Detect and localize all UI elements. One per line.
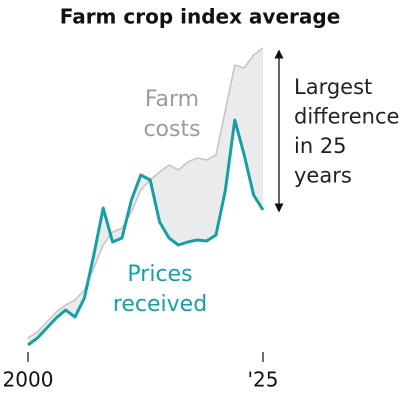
series-label: Farm bbox=[145, 87, 199, 112]
x-tick-label: '25 bbox=[248, 368, 279, 392]
series-label: received bbox=[113, 292, 207, 317]
chart-title: Farm crop index average bbox=[60, 5, 341, 29]
x-tick-label: 2000 bbox=[3, 368, 54, 392]
annotation: difference bbox=[294, 105, 399, 129]
annotation: Largest bbox=[294, 75, 372, 99]
annotation: years bbox=[294, 164, 352, 188]
series-line bbox=[27, 47, 264, 339]
series-label: costs bbox=[143, 117, 200, 142]
series-line bbox=[27, 118, 265, 347]
gap-area bbox=[28, 48, 263, 345]
annotation: in 25 bbox=[294, 134, 347, 158]
series-label: Prices bbox=[127, 262, 192, 287]
